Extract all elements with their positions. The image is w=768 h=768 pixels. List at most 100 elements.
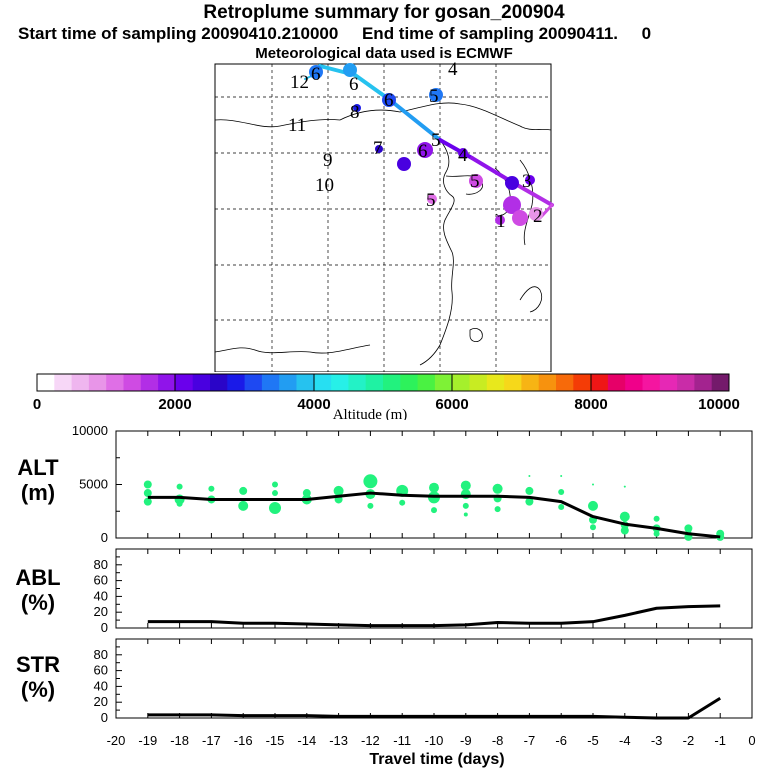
x-tick-label: -16	[234, 733, 253, 748]
colorbar-cell	[694, 374, 713, 391]
str-ylabel: (%)	[21, 677, 55, 702]
altitude-particle	[525, 497, 534, 506]
day-label: 7	[373, 138, 383, 159]
altitude-particle	[176, 483, 183, 490]
colorbar-cell	[244, 374, 263, 391]
alt-title: ALT	[17, 455, 59, 480]
x-tick-label: -2	[683, 733, 695, 748]
day-label: 3	[522, 171, 532, 192]
y-tick-label: 0	[101, 620, 108, 635]
day-label: 4	[448, 59, 458, 80]
x-tick-label: -17	[202, 733, 221, 748]
x-tick-label: 0	[748, 733, 755, 748]
altitude-particle	[367, 502, 374, 509]
altitude-particle	[653, 515, 660, 522]
altitude-particle	[143, 497, 152, 506]
altitude-particle	[143, 489, 152, 498]
x-axis-ticks: -20 -19 -18 -17 -16 -15 -14 -13 -12 -11 -10 -9 -8 -7-…	[107, 733, 756, 748]
altitude-particle	[590, 524, 596, 531]
colorbar-cell	[383, 374, 401, 391]
str-title: STR	[16, 652, 60, 677]
colorbar-cell	[54, 374, 72, 391]
colorbar-cell	[607, 374, 626, 391]
colorbar-cell	[227, 374, 245, 391]
coastlines	[214, 102, 552, 366]
y-tick-label: 20	[94, 694, 108, 709]
altitude-particle	[272, 490, 278, 497]
colorbar-cell	[538, 374, 557, 391]
day-label: 8	[350, 102, 360, 123]
x-tick-label: -7	[524, 733, 536, 748]
x-axis-label: Travel time (days)	[369, 751, 504, 768]
altitude-colorbar: 0 2000 4000 6000 8000 10000 Altitude (m)	[33, 373, 740, 420]
altitude-particle	[462, 502, 469, 509]
panel-frame	[115, 638, 753, 719]
colorbar-cells	[37, 374, 730, 391]
colorbar-tick: 8000	[574, 396, 607, 413]
day-label: 6	[349, 74, 359, 95]
x-tick-label: -9	[460, 733, 472, 748]
colorbar-cell	[434, 374, 453, 391]
altitude-particle	[176, 500, 183, 507]
colorbar-cell	[192, 374, 211, 391]
altitude-particle	[492, 483, 503, 494]
y-tick-label: 80	[94, 557, 108, 572]
colorbar-cell	[711, 374, 730, 391]
colorbar-cell	[106, 374, 124, 391]
colorbar-cell	[521, 374, 540, 391]
day-label: 5	[426, 190, 436, 211]
met-data-label: Meteorological data used is ECMWF	[255, 45, 513, 62]
plot-title: Retroplume summary for gosan_200904	[203, 2, 565, 23]
series-line-alt	[147, 491, 721, 539]
day-label: 9	[323, 150, 333, 171]
retroplume-map: 12 6 6 4 6 8 5 11 7 6 5 4 9 5 3 10 5 1 2	[214, 59, 554, 372]
x-tick-label: -10	[425, 733, 444, 748]
sampling-times: Start time of sampling 20090410.210000 E…	[18, 24, 768, 44]
y-tick-label: 60	[94, 663, 108, 678]
altitude-particle	[619, 511, 630, 522]
altitude-particle	[623, 485, 626, 488]
y-tick-label: 80	[94, 647, 108, 662]
altitude-particle	[143, 480, 152, 489]
day-label: 11	[288, 115, 306, 136]
altitude-particle	[494, 506, 501, 513]
y-tick-label: 40	[94, 588, 108, 603]
colorbar-tick: 0	[33, 396, 41, 413]
day-label: 5	[470, 171, 480, 192]
day-label: 5	[429, 86, 439, 107]
colorbar-cell	[469, 374, 488, 391]
altitude-particle	[653, 530, 660, 537]
panel-titles: ALT (m) ABL (%) STR (%)	[15, 455, 60, 702]
colorbar-cell	[504, 374, 522, 391]
end-time-tail: 0	[641, 24, 652, 43]
colorbar-cell	[573, 374, 591, 391]
end-time: End time of sampling 20090411.	[361, 24, 619, 43]
colorbar-cell	[625, 374, 643, 391]
day-label: 6	[311, 64, 321, 85]
altitude-particle	[558, 488, 565, 495]
colorbar-cell	[400, 374, 418, 391]
altitude-particle	[558, 503, 565, 510]
altitude-particle	[528, 474, 531, 477]
y-tick-label: 60	[94, 573, 108, 588]
x-tick-label: -19	[138, 733, 157, 748]
x-tick-label: -5	[587, 733, 599, 748]
series-line-str	[147, 696, 721, 720]
colorbar-tick: 4000	[297, 396, 330, 413]
colorbar-cell	[642, 374, 661, 391]
day-labels: 12 6 6 4 6 8 5 11 7 6 5 4 9 5 3 10 5 1 2	[288, 59, 543, 232]
altitude-particle	[363, 474, 378, 489]
colorbar-cell	[123, 374, 142, 391]
day-label: 2	[533, 206, 543, 227]
day-label: 1	[496, 211, 506, 232]
colorbar-cell	[210, 374, 228, 391]
alt-panel: 10000 5000 0	[72, 423, 753, 545]
altitude-particle	[431, 507, 437, 514]
colorbar-cell	[556, 374, 574, 391]
colorbar-cell	[71, 374, 90, 391]
day-label: 12	[290, 72, 309, 93]
altitude-particle	[239, 486, 248, 495]
x-tick-label: -14	[297, 733, 316, 748]
abl-title: ABL	[15, 565, 60, 590]
